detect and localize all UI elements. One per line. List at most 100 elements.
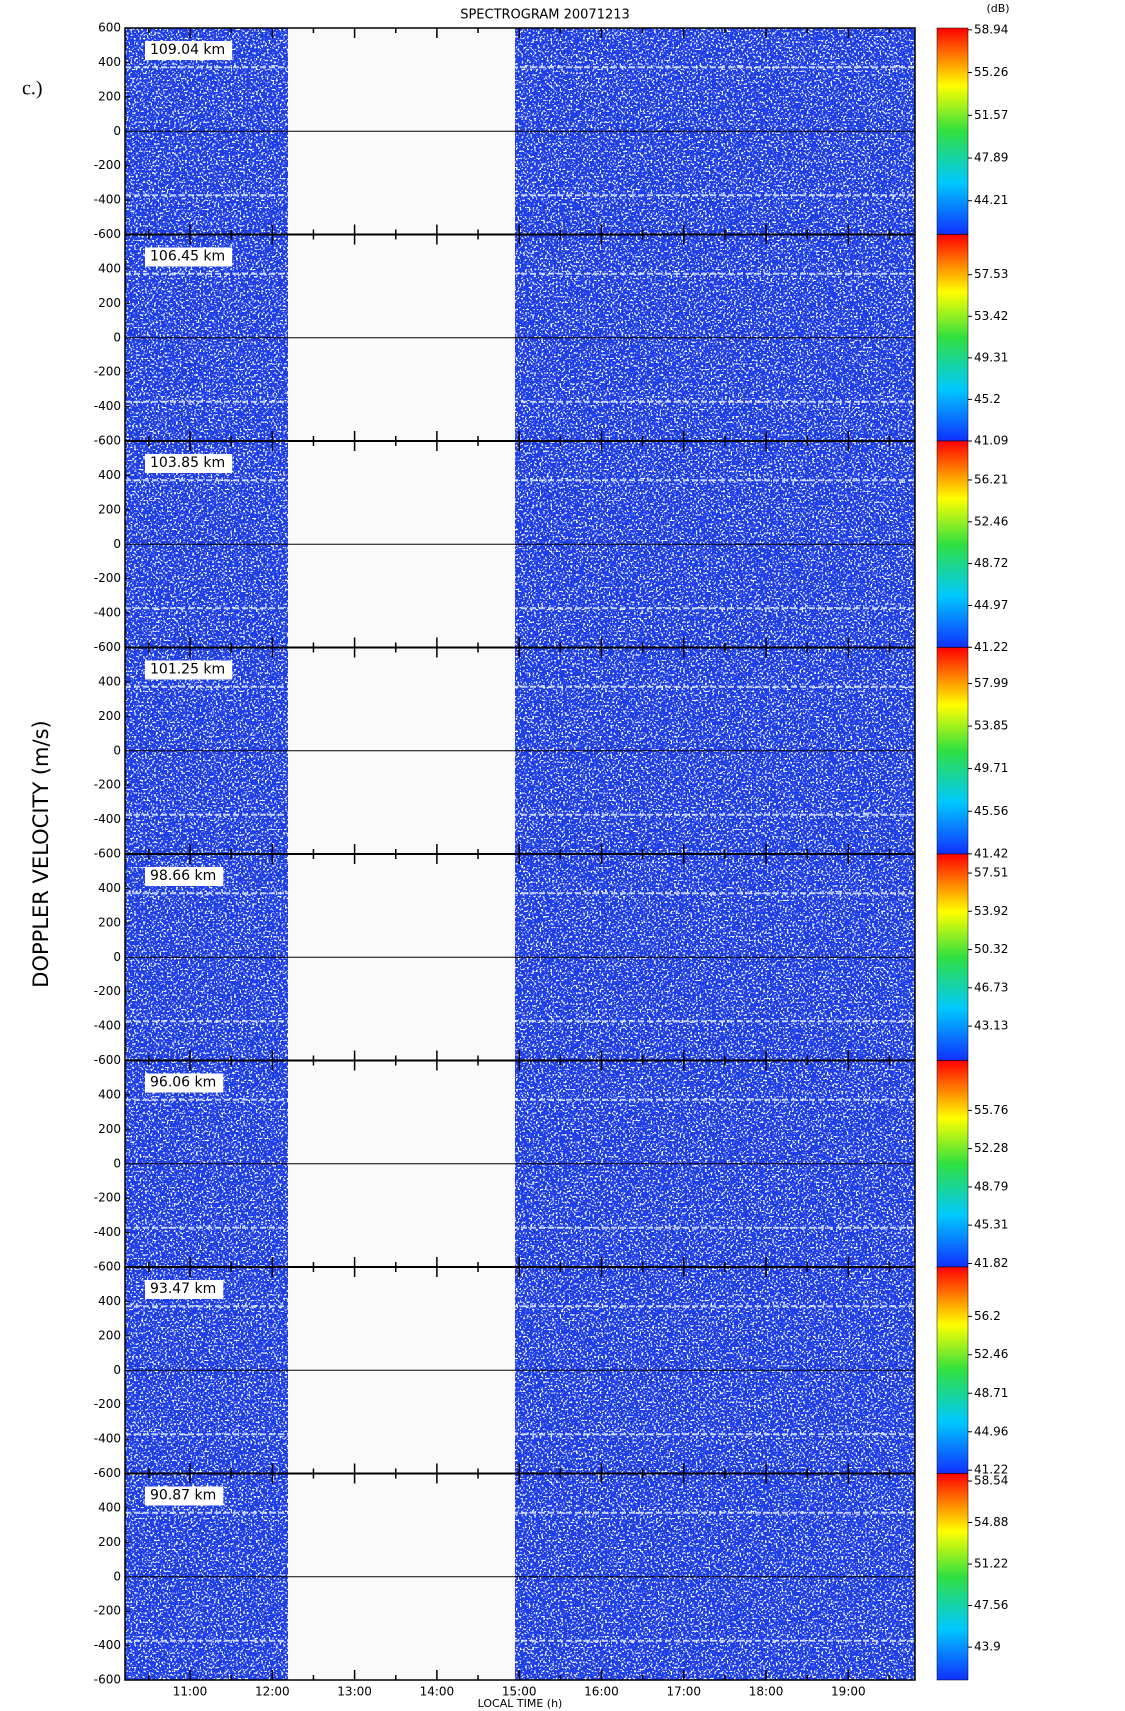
colorbar-tick-label: 52.28 (974, 1141, 1008, 1155)
x-tick-label: 19:00 (831, 1685, 866, 1699)
colorbar (936, 1266, 969, 1474)
colorbar (936, 27, 969, 235)
panel-label: 103.85 km (150, 455, 225, 471)
x-tick-label: 16:00 (584, 1685, 619, 1699)
colorbar (936, 1473, 969, 1681)
y-tick-label: -200 (94, 365, 121, 379)
y-tick-label: -200 (94, 1604, 121, 1618)
panel-label-box (145, 454, 233, 473)
colorbar-tick-label: 55.26 (974, 65, 1008, 79)
colorbar-tick-label: 41.22 (974, 1463, 1008, 1477)
colorbar-tick-label: 48.71 (974, 1386, 1008, 1400)
colorbar-tick-label: 41.22 (974, 640, 1008, 654)
x-tick-label: 15:00 (502, 1685, 537, 1699)
y-tick-label: 0 (113, 1363, 121, 1377)
y-tick-label: -600 (94, 1673, 121, 1687)
panel-label-box (145, 1073, 224, 1093)
y-tick-label: -200 (94, 1191, 121, 1205)
y-tick-label: 200 (98, 1122, 121, 1136)
panel-label: 101.25 km (150, 662, 225, 678)
y-axis-label: DOPPLER VELOCITY (m/s) (29, 720, 53, 987)
y-tick-label: 0 (113, 330, 121, 344)
colorbar-tick-label: 51.22 (974, 1557, 1008, 1571)
x-tick-label: 14:00 (420, 1685, 455, 1699)
colorbar-tick-label: 53.92 (974, 904, 1008, 918)
y-tick-label: -200 (94, 1397, 121, 1411)
colorbar-tick-label: 57.53 (974, 267, 1008, 281)
colorbar-tick-label: 56.21 (974, 472, 1008, 486)
panel-label: 96.06 km (150, 1075, 216, 1091)
panel-label: 90.87 km (150, 1488, 216, 1504)
x-tick-label: 18:00 (749, 1685, 784, 1699)
colorbar-tick-label: 52.46 (974, 1347, 1008, 1361)
y-tick-label: -600 (94, 1260, 121, 1274)
panel-label: 98.66 km (150, 868, 216, 884)
colorbar-tick-label: 57.99 (974, 676, 1008, 690)
y-tick-label: -200 (94, 571, 121, 585)
colorbar-tick-label: 47.56 (974, 1598, 1008, 1612)
y-tick-label: -600 (94, 640, 121, 654)
colorbar-tick-label: 56.2 (974, 1309, 1001, 1323)
colorbar (936, 440, 969, 648)
y-tick-label: 200 (98, 89, 121, 103)
colorbar-tick-label: 55.76 (974, 1103, 1008, 1117)
y-tick-label: 400 (98, 468, 121, 482)
colorbar-tick-label: 54.88 (974, 1515, 1008, 1529)
figure-label: c.) (22, 78, 43, 100)
colorbar-tick-label: 51.57 (974, 108, 1008, 122)
colorbar (936, 234, 969, 442)
colorbar-tick-label: 45.56 (974, 804, 1008, 818)
colorbar-tick-label: 44.21 (974, 193, 1008, 207)
y-tick-label: 400 (98, 881, 121, 895)
y-tick-label: -600 (94, 434, 121, 448)
colorbar (936, 1060, 969, 1268)
colorbar-tick-label: 58.54 (974, 1473, 1008, 1487)
y-tick-label: 400 (98, 55, 121, 69)
x-tick-label: 17:00 (666, 1685, 701, 1699)
panel-label-box (145, 660, 233, 680)
y-tick-label: -400 (94, 193, 121, 207)
y-tick-label: -400 (94, 399, 121, 413)
y-tick-label: -400 (94, 1432, 121, 1446)
x-tick-label: 12:00 (255, 1685, 290, 1699)
y-tick-label: -400 (94, 606, 121, 620)
colorbar-tick-label: 50.32 (974, 942, 1008, 956)
colorbar-tick-label: 57.51 (974, 866, 1008, 880)
y-tick-label: 200 (98, 709, 121, 723)
colorbar-tick-label: 41.09 (974, 434, 1008, 448)
x-tick-label: 13:00 (337, 1685, 372, 1699)
chart-title: SPECTROGRAM 20071213 (460, 8, 630, 23)
y-tick-label: -600 (94, 227, 121, 241)
colorbar-tick-label: 45.31 (974, 1218, 1008, 1232)
panel-label-box (145, 867, 224, 886)
colorbar-tick-label: 43.9 (974, 1640, 1001, 1654)
y-tick-label: 400 (98, 1087, 121, 1101)
panel-label-box (145, 1486, 224, 1506)
colorbar (936, 853, 969, 1061)
y-tick-label: 200 (98, 296, 121, 310)
colorbar-tick-label: 41.42 (974, 846, 1008, 860)
y-tick-label: -400 (94, 1225, 121, 1239)
colorbar-tick-label: 49.71 (974, 761, 1008, 775)
y-tick-label: -600 (94, 847, 121, 861)
colorbar-label: (dB) (986, 2, 1009, 15)
panel-label: 106.45 km (150, 249, 225, 265)
y-tick-label: -600 (94, 1053, 121, 1067)
y-tick-label: 0 (113, 1569, 121, 1583)
panel-label: 93.47 km (150, 1281, 216, 1297)
colorbar-tick-label: 58.94 (974, 22, 1008, 36)
y-tick-label: 200 (98, 1328, 121, 1342)
colorbar-tick-label: 53.85 (974, 719, 1008, 733)
y-tick-label: -600 (94, 1466, 121, 1480)
y-tick-label: 200 (98, 1535, 121, 1549)
y-tick-label: 0 (113, 537, 121, 551)
colorbar-tick-label: 41.82 (974, 1256, 1008, 1270)
panel-label: 109.04 km (150, 42, 225, 58)
x-tick-label: 11:00 (173, 1685, 208, 1699)
colorbar-tick-label: 47.89 (974, 151, 1008, 165)
colorbar-tick-label: 53.42 (974, 309, 1008, 323)
y-tick-label: -200 (94, 158, 121, 172)
panel-label-box (145, 1280, 224, 1299)
